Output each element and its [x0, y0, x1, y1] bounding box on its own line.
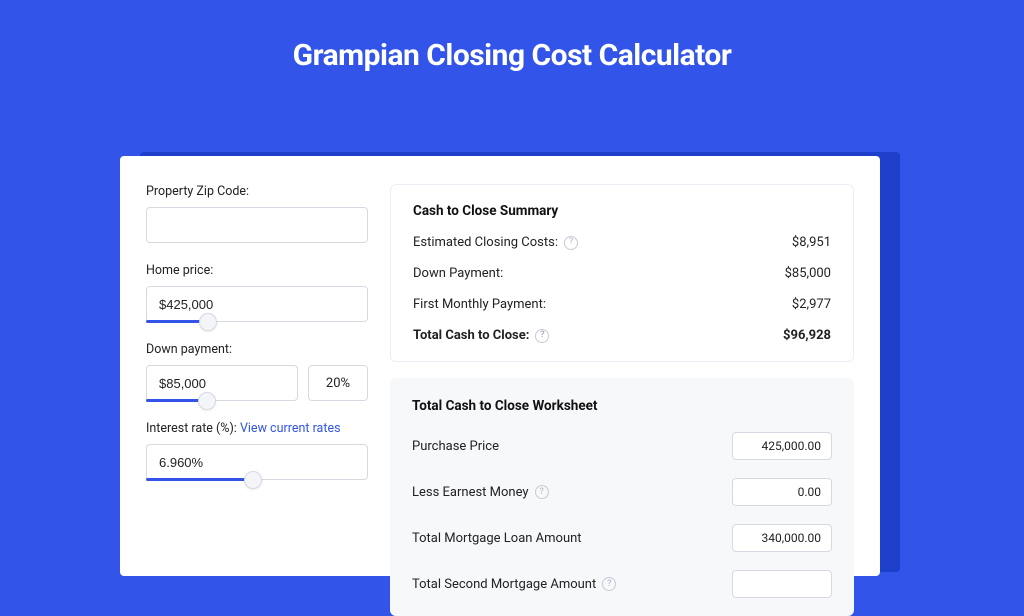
summary-row-value: $96,928 — [783, 328, 831, 343]
summary-row-value: $2,977 — [792, 297, 831, 312]
worksheet-row: Purchase Price 425,000.00 — [412, 432, 832, 460]
zip-label: Property Zip Code: — [146, 184, 368, 199]
summary-row-label: Down Payment: — [413, 266, 503, 281]
summary-row: First Monthly Payment: $2,977 — [413, 297, 831, 312]
summary-label-text: Down Payment: — [413, 266, 503, 281]
worksheet-box: Total Cash to Close Worksheet Purchase P… — [390, 378, 854, 616]
summary-label-text: Total Cash to Close: — [413, 328, 529, 343]
home-price-slider[interactable] — [146, 286, 368, 322]
help-icon[interactable]: ? — [564, 236, 578, 250]
down-payment-label: Down payment: — [146, 342, 368, 357]
down-payment-input[interactable] — [146, 365, 298, 401]
worksheet-row-label: Purchase Price — [412, 439, 499, 454]
worksheet-row-label: Total Second Mortgage Amount? — [412, 577, 616, 592]
worksheet-row-value[interactable]: 340,000.00 — [732, 524, 832, 552]
home-price-label: Home price: — [146, 263, 368, 278]
help-icon[interactable]: ? — [602, 577, 616, 591]
rate-slider-thumb[interactable] — [244, 471, 262, 489]
results-column: Cash to Close Summary Estimated Closing … — [390, 184, 854, 576]
view-rates-link[interactable]: View current rates — [240, 421, 341, 436]
rate-slider-track — [146, 478, 253, 481]
worksheet-label-text: Total Second Mortgage Amount — [412, 577, 596, 592]
summary-box: Cash to Close Summary Estimated Closing … — [390, 184, 854, 362]
rate-field-group: Interest rate (%): View current rates — [146, 421, 368, 480]
summary-row-value: $8,951 — [792, 235, 831, 250]
zip-input[interactable] — [146, 207, 368, 243]
summary-row-label: First Monthly Payment: — [413, 297, 546, 312]
worksheet-title: Total Cash to Close Worksheet — [412, 398, 832, 414]
home-price-input[interactable] — [146, 286, 368, 322]
summary-row: Estimated Closing Costs:? $8,951 — [413, 235, 831, 250]
home-price-slider-thumb[interactable] — [199, 313, 217, 331]
down-payment-slider-thumb[interactable] — [198, 392, 216, 410]
inputs-column: Property Zip Code: Home price: Down paym… — [146, 184, 368, 576]
summary-label-text: First Monthly Payment: — [413, 297, 546, 312]
summary-row: Down Payment: $85,000 — [413, 266, 831, 281]
down-payment-field-group: Down payment: 20% — [146, 342, 368, 401]
worksheet-label-text: Less Earnest Money — [412, 485, 529, 500]
worksheet-row-label: Total Mortgage Loan Amount — [412, 531, 582, 546]
summary-row: Total Cash to Close:? $96,928 — [413, 328, 831, 343]
worksheet-row: Less Earnest Money? 0.00 — [412, 478, 832, 506]
worksheet-row-value[interactable]: 425,000.00 — [732, 432, 832, 460]
worksheet-row-value[interactable]: 0.00 — [732, 478, 832, 506]
summary-row-label: Estimated Closing Costs:? — [413, 235, 578, 250]
calculator-card: Property Zip Code: Home price: Down paym… — [120, 156, 880, 576]
worksheet-row-value[interactable] — [732, 570, 832, 598]
help-icon[interactable]: ? — [535, 329, 549, 343]
rate-slider[interactable] — [146, 444, 368, 480]
summary-row-value: $85,000 — [785, 266, 831, 281]
down-payment-slider[interactable] — [146, 365, 298, 401]
summary-row-label: Total Cash to Close:? — [413, 328, 549, 343]
summary-label-text: Estimated Closing Costs: — [413, 235, 558, 250]
zip-field-group: Property Zip Code: — [146, 184, 368, 243]
home-price-field-group: Home price: — [146, 263, 368, 322]
worksheet-row: Total Mortgage Loan Amount 340,000.00 — [412, 524, 832, 552]
worksheet-label-text: Total Mortgage Loan Amount — [412, 531, 582, 546]
page-title: Grampian Closing Cost Calculator — [0, 38, 1024, 73]
rate-label-row: Interest rate (%): View current rates — [146, 421, 368, 436]
rate-label: Interest rate (%): — [146, 421, 240, 436]
worksheet-row-label: Less Earnest Money? — [412, 485, 549, 500]
worksheet-label-text: Purchase Price — [412, 439, 499, 454]
worksheet-row: Total Second Mortgage Amount? — [412, 570, 832, 598]
down-payment-percent[interactable]: 20% — [308, 365, 368, 401]
help-icon[interactable]: ? — [535, 485, 549, 499]
summary-title: Cash to Close Summary — [413, 203, 831, 219]
